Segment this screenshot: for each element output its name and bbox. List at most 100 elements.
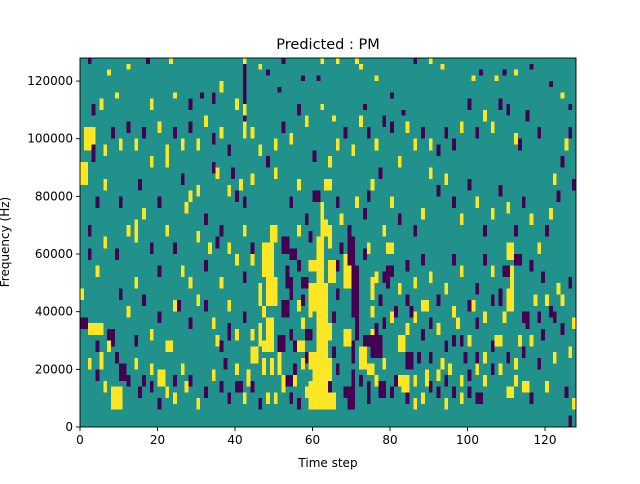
heatmap-cell — [452, 254, 456, 266]
heatmap-cell — [138, 179, 143, 191]
heatmap-cell — [506, 288, 514, 312]
heatmap-cell — [405, 294, 410, 306]
heatmap-cell — [297, 259, 301, 272]
heatmap-cell — [401, 375, 410, 393]
heatmap-cell — [149, 156, 154, 168]
heatmap-cell — [114, 248, 119, 260]
heatmap-cell — [83, 127, 96, 151]
heatmap-cell — [308, 282, 317, 312]
heatmap-cell — [444, 282, 449, 295]
heatmap-cell — [324, 179, 332, 191]
heatmap-cell — [262, 305, 267, 318]
heatmap-cell — [289, 132, 294, 145]
heatmap-cell — [475, 196, 480, 208]
heatmap-cell — [444, 127, 449, 139]
heatmap-cell — [347, 225, 352, 237]
heatmap-cell — [471, 300, 476, 312]
heatmap-cell — [219, 127, 224, 139]
heatmap-cell — [366, 127, 371, 139]
heatmap-cell — [242, 63, 247, 70]
heatmap-cell — [521, 380, 530, 393]
x-tick-label: 120 — [534, 433, 557, 447]
heatmap-cell — [134, 138, 139, 151]
heatmap-cell — [467, 334, 472, 347]
heatmap-cell — [215, 334, 220, 347]
heatmap-cell — [308, 259, 317, 272]
heatmap-cell — [297, 225, 301, 237]
heatmap-cell — [300, 75, 305, 82]
heatmap-cell — [452, 305, 456, 318]
heatmap-cell — [157, 196, 162, 208]
heatmap-cell — [331, 311, 336, 324]
heatmap-cell — [316, 75, 321, 82]
heatmap-cell — [490, 121, 495, 133]
y-tick-label: 60000 — [35, 247, 73, 261]
heatmap-cell — [463, 352, 468, 364]
y-tick-label: 40000 — [35, 305, 73, 319]
heatmap-cell — [390, 386, 394, 399]
heatmap-cell — [494, 334, 503, 347]
heatmap-cell — [483, 254, 487, 266]
heatmap-cell — [440, 357, 445, 370]
heatmap-cell — [269, 225, 278, 243]
heatmap-cell — [297, 300, 301, 312]
heatmap-cell — [204, 115, 208, 128]
heatmap-cell — [386, 265, 391, 289]
heatmap-cell — [331, 115, 336, 122]
heatmap-cell — [335, 58, 340, 64]
heatmap-cell — [413, 398, 418, 410]
heatmap-cell — [568, 415, 573, 427]
heatmap-cell — [529, 63, 534, 70]
heatmap-cell — [324, 282, 329, 312]
y-axis-label: Frequency (Hz) — [0, 197, 12, 288]
heatmap-cell — [529, 213, 534, 226]
heatmap-cell — [118, 363, 127, 381]
heatmap-cell — [521, 346, 526, 358]
heatmap-cell — [328, 323, 332, 341]
heatmap-cell — [289, 392, 294, 404]
heatmap-cell — [173, 127, 177, 139]
heatmap-cell — [231, 167, 236, 180]
heatmap-cell — [366, 380, 371, 393]
heatmap-cell — [320, 202, 325, 220]
heatmap-cell — [165, 225, 170, 237]
heatmap-cell — [134, 334, 139, 347]
heatmap-cell — [490, 207, 495, 220]
heatmap-cell — [490, 294, 495, 306]
heatmap-cell — [467, 386, 472, 399]
heatmap-cell — [266, 69, 270, 76]
heatmap-cell — [393, 305, 398, 318]
heatmap-cell — [370, 179, 375, 191]
heatmap-cell — [196, 294, 201, 306]
heatmap-cell — [242, 75, 247, 82]
heatmap-cell — [281, 300, 290, 318]
heatmap-cell — [242, 69, 247, 76]
heatmap-cell — [413, 375, 418, 387]
heatmap-cell — [273, 138, 278, 151]
heatmap-cell — [316, 236, 325, 289]
heatmap-cell — [149, 363, 154, 376]
heatmap-cell — [459, 375, 464, 387]
heatmap-cell — [475, 392, 483, 404]
heatmap-cell — [347, 386, 356, 410]
heatmap-cell — [134, 357, 139, 370]
plot-area — [79, 57, 577, 428]
x-axis-label: Time step — [297, 456, 357, 470]
heatmap-cell — [300, 317, 305, 329]
heatmap-cells — [80, 58, 577, 427]
y-tick-label: 20000 — [35, 362, 73, 376]
heatmap-cell — [250, 380, 255, 393]
heatmap-cell — [459, 334, 464, 347]
heatmap-cell — [250, 346, 259, 364]
heatmap-cell — [510, 265, 515, 289]
heatmap-cell — [378, 380, 387, 399]
heatmap-cell — [87, 225, 92, 237]
heatmap-cell — [262, 242, 274, 278]
heatmap-cell — [304, 213, 309, 226]
heatmap-cell — [196, 184, 201, 197]
heatmap-cell — [421, 328, 425, 341]
heatmap-cell — [242, 98, 247, 105]
heatmap-cell — [366, 363, 375, 376]
heatmap-cell — [95, 369, 100, 381]
heatmap-cell — [428, 352, 433, 364]
